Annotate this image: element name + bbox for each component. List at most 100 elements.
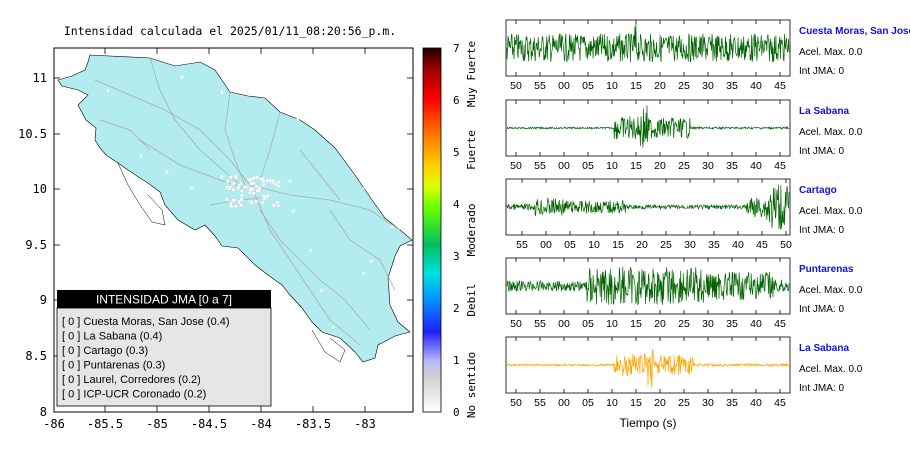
waveform-tick-label: 30 — [702, 318, 714, 330]
waveform-tick-label: 55 — [534, 318, 546, 330]
waveform-tick-label: 10 — [606, 318, 618, 330]
colorbar-tick-label: 5 — [453, 146, 460, 159]
waveform-panel: 50 55 00 05 10 15 20 25 30 35 40 45 Puntarenas Acel. … — [505, 257, 863, 330]
waveform-tick-label: 55 — [534, 80, 546, 92]
map-x-tick-label: -85.5 — [87, 417, 123, 431]
map-y-tick-label: 8 — [40, 405, 47, 419]
waveform-tick-label: 45 — [774, 318, 786, 330]
map-y-tick-label: 9.5 — [25, 238, 47, 252]
map-title: Intensidad calculada el 2025/01/11_08:20… — [64, 24, 396, 38]
waveform-tick-label: 30 — [702, 160, 714, 172]
station-accel: Acel. Max. 0.0 — [799, 364, 863, 375]
colorbar-tick-label: 0 — [453, 406, 460, 419]
station-name: Cartago — [799, 185, 837, 196]
waveform-tick-label: 50 — [780, 239, 792, 251]
waveform-tick-label: 15 — [630, 318, 642, 330]
map-y-tick-label: 8.5 — [25, 349, 47, 363]
map-x-tick-label: -83.5 — [295, 417, 331, 431]
waveform-tick-label: 40 — [750, 318, 762, 330]
waveform-trace — [506, 266, 790, 306]
waveform-tick-label: 45 — [756, 239, 768, 251]
waveform-xlabel: Tiempo (s) — [620, 416, 677, 430]
waveform-tick-label: 00 — [558, 318, 570, 330]
waveform-tick-label: 40 — [750, 397, 762, 409]
colorbar-tick-label: 3 — [453, 250, 460, 263]
waveform-tick-label: 05 — [582, 397, 594, 409]
waveform-tick-label: 50 — [510, 160, 522, 172]
colorbar-tick-label: 7 — [453, 42, 460, 55]
waveform-tick-label: 05 — [582, 160, 594, 172]
waveform-panel: 50 55 00 05 10 15 20 25 30 35 40 45 Cuesta Moras, Sa… — [505, 19, 910, 92]
legend-title: INTENSIDAD JMA [0 a 7] — [96, 293, 232, 307]
waveform-tick-label: 15 — [612, 239, 624, 251]
waveform-tick-label: 10 — [606, 160, 618, 172]
waveform-tick-label: 55 — [516, 239, 528, 251]
waveform-tick-label: 05 — [582, 318, 594, 330]
waveform-tick-label: 10 — [588, 239, 600, 251]
map-x-tick-label: -83 — [354, 417, 376, 431]
map-x-tick-label: -84.5 — [191, 417, 227, 431]
waveform-tick-label: 00 — [558, 80, 570, 92]
waveform-tick-label: 25 — [678, 80, 690, 92]
waveform-tick-label: 45 — [774, 160, 786, 172]
waveform-tick-label: 00 — [558, 397, 570, 409]
map-y-tick-label: 11 — [33, 71, 47, 85]
waveform-tick-label: 40 — [750, 160, 762, 172]
waveform-panel: 50 55 00 05 10 15 20 25 30 35 40 45 La Sabana Acel. M… — [505, 99, 863, 172]
colorbar-tick-label: 2 — [453, 302, 460, 315]
waveform-panel: 55 00 05 10 15 20 25 30 35 40 45 50 Cartago Acel. Max… — [505, 178, 863, 251]
road-network — [94, 57, 401, 346]
waveform-tick-label: 50 — [510, 318, 522, 330]
map-axes: -86 -85.5 -85 -84.5 -84 -83.5 -83 11 10.5 10 9.5 9 8… — [18, 48, 413, 431]
waveform-tick-label: 35 — [726, 397, 738, 409]
colorbar-level-label: Muy Fuerte — [465, 41, 478, 107]
waveform-trace — [506, 184, 790, 230]
colorbar-level-label: Moderado — [465, 204, 478, 257]
waveform-tick-label: 35 — [726, 80, 738, 92]
colorbar-tick-label: 1 — [453, 354, 460, 367]
colorbar-level-label: No sentido — [465, 352, 478, 418]
waveform-tick-label: 30 — [702, 80, 714, 92]
intensity-colorbar: 7 6 5 4 3 2 1 0 Muy Fuerte Fuerte Moderado Debil No… — [422, 41, 478, 419]
station-name: Cuesta Moras, San Jose — [799, 26, 910, 37]
waveform-tick-label: 20 — [636, 239, 648, 251]
station-name: La Sabana — [799, 343, 849, 354]
station-intensity: Int JMA: 0 — [799, 146, 844, 157]
waveform-tick-label: 25 — [678, 318, 690, 330]
waveform-tick-label: 25 — [660, 239, 672, 251]
station-accel: Acel. Max. 0.0 — [799, 127, 863, 138]
waveform-panel: 50 55 00 05 10 15 20 25 30 35 40 45 La Sabana Acel. M… — [505, 336, 863, 409]
waveform-tick-label: 55 — [534, 160, 546, 172]
waveform-tick-label: 05 — [564, 239, 576, 251]
station-accel: Acel. Max. 0.0 — [799, 206, 863, 217]
waveform-trace — [506, 23, 790, 63]
waveform-tick-label: 35 — [726, 318, 738, 330]
colorbar-tick-label: 4 — [453, 198, 460, 211]
map-x-tick-label: -85 — [146, 417, 168, 431]
costa-rica-land — [57, 54, 413, 363]
intensity-legend: INTENSIDAD JMA [0 a 7] [ 0 ] Cuesta Mora… — [56, 290, 272, 407]
map-x-tick-label: -84 — [250, 417, 272, 431]
station-name: Puntarenas — [799, 264, 854, 275]
legend-item: [ 0 ] Puntarenas (0.3) — [62, 360, 165, 372]
waveform-tick-label: 40 — [732, 239, 744, 251]
waveform-tick-label: 15 — [630, 160, 642, 172]
waveform-trace — [506, 349, 790, 388]
waveform-tick-label: 15 — [630, 80, 642, 92]
station-accel: Acel. Max. 0.0 — [799, 285, 863, 296]
waveform-tick-label: 00 — [540, 239, 552, 251]
waveform-tick-label: 50 — [510, 80, 522, 92]
waveform-tick-label: 25 — [678, 397, 690, 409]
station-accel: Acel. Max. 0.0 — [799, 47, 863, 58]
map-y-tick-label: 9 — [40, 293, 47, 307]
map-x-tick-label: -86 — [43, 417, 65, 431]
legend-item: [ 0 ] La Sabana (0.4) — [62, 331, 162, 343]
waveform-tick-label: 30 — [684, 239, 696, 251]
waveform-tick-label: 10 — [606, 80, 618, 92]
waveform-tick-label: 20 — [654, 397, 666, 409]
station-name: La Sabana — [799, 106, 849, 117]
legend-item: [ 0 ] Cuesta Moras, San Jose (0.4) — [62, 316, 230, 328]
colorbar-gradient — [422, 47, 442, 413]
waveform-tick-label: 45 — [774, 397, 786, 409]
waveform-tick-label: 20 — [654, 160, 666, 172]
